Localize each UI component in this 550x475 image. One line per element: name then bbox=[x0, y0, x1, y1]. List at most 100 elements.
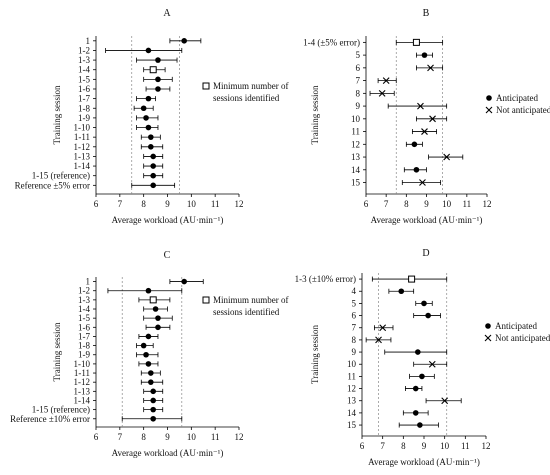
y-tick-label: 12 bbox=[351, 139, 360, 149]
y-tick-label: 1-14 bbox=[74, 395, 91, 405]
data-point bbox=[382, 77, 390, 84]
data-point bbox=[155, 76, 161, 83]
data-point bbox=[421, 52, 428, 58]
legend-label: Minimum number of bbox=[213, 295, 289, 305]
x-tick-label: 12 bbox=[235, 432, 244, 442]
x-tick-label: 8 bbox=[401, 441, 406, 451]
data-point bbox=[150, 153, 156, 160]
y-tick-label: 1-2 bbox=[78, 45, 90, 55]
legend: Anticipated Not anticipated bbox=[485, 93, 550, 115]
legend-label: Not anticipated bbox=[495, 333, 550, 343]
data-point bbox=[412, 385, 419, 392]
data-point bbox=[152, 306, 159, 312]
x-tick-label: 7 bbox=[118, 432, 123, 442]
y-tick-label: Reference ±5% error bbox=[15, 180, 90, 190]
data-point bbox=[398, 288, 405, 295]
y-tick-label: 1-8 bbox=[78, 103, 90, 113]
data-point bbox=[421, 300, 427, 307]
data-point bbox=[181, 278, 187, 285]
data-point bbox=[417, 422, 423, 428]
data-point bbox=[429, 115, 436, 123]
data-point bbox=[149, 66, 157, 74]
panel-title: A bbox=[163, 8, 171, 19]
y-tick-label: 1-9 bbox=[78, 113, 90, 123]
data-point bbox=[150, 415, 156, 422]
data-point bbox=[441, 397, 449, 405]
y-tick-label: 15 bbox=[347, 420, 357, 430]
y-tick-label: 10 bbox=[347, 359, 357, 369]
x-tick-label: 8 bbox=[141, 432, 146, 442]
y-tick-label: 1-13 bbox=[74, 386, 91, 396]
data-point bbox=[415, 349, 421, 355]
x-tick-label: 7 bbox=[384, 199, 389, 209]
y-axis-label: Training session bbox=[52, 85, 62, 144]
legend-marker bbox=[485, 106, 493, 114]
legend-marker bbox=[485, 323, 491, 329]
data-point bbox=[145, 47, 152, 54]
y-tick-label: 1-7 bbox=[78, 94, 90, 104]
data-point bbox=[421, 128, 428, 135]
data-point bbox=[408, 275, 416, 283]
y-tick-label: 1-3 (±10% error) bbox=[295, 274, 356, 284]
y-tick-label: 15 bbox=[351, 178, 361, 188]
y-tick-label: 1-5 bbox=[78, 74, 90, 84]
data-point bbox=[427, 64, 434, 72]
legend-label: sessions identified bbox=[213, 93, 280, 103]
data-point bbox=[150, 182, 156, 189]
data-point bbox=[412, 410, 419, 416]
y-tick-label: 8 bbox=[356, 88, 361, 98]
data-point bbox=[150, 406, 156, 413]
data-point bbox=[375, 336, 382, 344]
legend-marker bbox=[202, 296, 210, 304]
data-point bbox=[417, 102, 424, 110]
panel-title: C bbox=[164, 250, 171, 261]
x-tick-label: 12 bbox=[483, 199, 492, 209]
panel-c: C 6 7 8 9 10 11 12 Average workload (AU·min⁻¹) Tr… bbox=[10, 250, 288, 458]
panel-title: B bbox=[423, 8, 430, 19]
data-point bbox=[143, 351, 149, 358]
data-point bbox=[145, 333, 152, 340]
y-tick-label: 1-11 bbox=[74, 132, 90, 142]
legend-label: Not anticipated bbox=[496, 105, 550, 115]
data-point bbox=[145, 287, 152, 294]
data-point bbox=[150, 163, 156, 169]
y-tick-label: 11 bbox=[351, 127, 360, 137]
x-tick-label: 11 bbox=[211, 199, 220, 209]
x-tick-label: 6 bbox=[360, 441, 365, 451]
y-tick-label: 13 bbox=[347, 396, 357, 406]
x-tick-label: 8 bbox=[404, 199, 409, 209]
data-point bbox=[148, 134, 154, 140]
x-tick-label: 10 bbox=[187, 199, 197, 209]
data-point bbox=[145, 124, 152, 131]
y-tick-label: 1-9 bbox=[78, 350, 90, 360]
x-tick-label: 12 bbox=[482, 441, 491, 451]
x-tick-label: 6 bbox=[364, 199, 369, 209]
y-tick-label: 1-15 (reference) bbox=[32, 171, 90, 181]
data-point bbox=[155, 86, 161, 92]
data-point bbox=[145, 95, 152, 102]
data-point bbox=[155, 324, 161, 331]
legend: Minimum number of sessions identified bbox=[202, 81, 289, 103]
data-point bbox=[148, 379, 154, 385]
x-tick-label: 6 bbox=[94, 432, 99, 442]
x-axis-label: Average workload (AU·min⁻¹) bbox=[368, 457, 480, 467]
y-tick-label: 1-4 bbox=[78, 65, 90, 75]
x-axis-label: Average workload (AU·min⁻¹) bbox=[112, 448, 224, 458]
y-tick-label: 1-14 bbox=[74, 161, 91, 171]
y-tick-label: 9 bbox=[356, 101, 361, 111]
legend-marker bbox=[202, 82, 210, 90]
y-tick-label: 1-12 bbox=[74, 142, 91, 152]
x-tick-label: 10 bbox=[187, 432, 197, 442]
y-tick-label: 14 bbox=[351, 165, 361, 175]
data-point bbox=[419, 373, 425, 380]
data-point bbox=[143, 115, 149, 121]
x-tick-label: 9 bbox=[422, 441, 427, 451]
x-tick-label: 10 bbox=[442, 199, 452, 209]
y-tick-label: 1-6 bbox=[78, 322, 90, 332]
x-tick-label: 11 bbox=[211, 432, 220, 442]
y-tick-label: 10 bbox=[351, 114, 361, 124]
legend-label: Minimum number of bbox=[213, 81, 289, 91]
y-tick-label: 4 bbox=[352, 286, 357, 296]
